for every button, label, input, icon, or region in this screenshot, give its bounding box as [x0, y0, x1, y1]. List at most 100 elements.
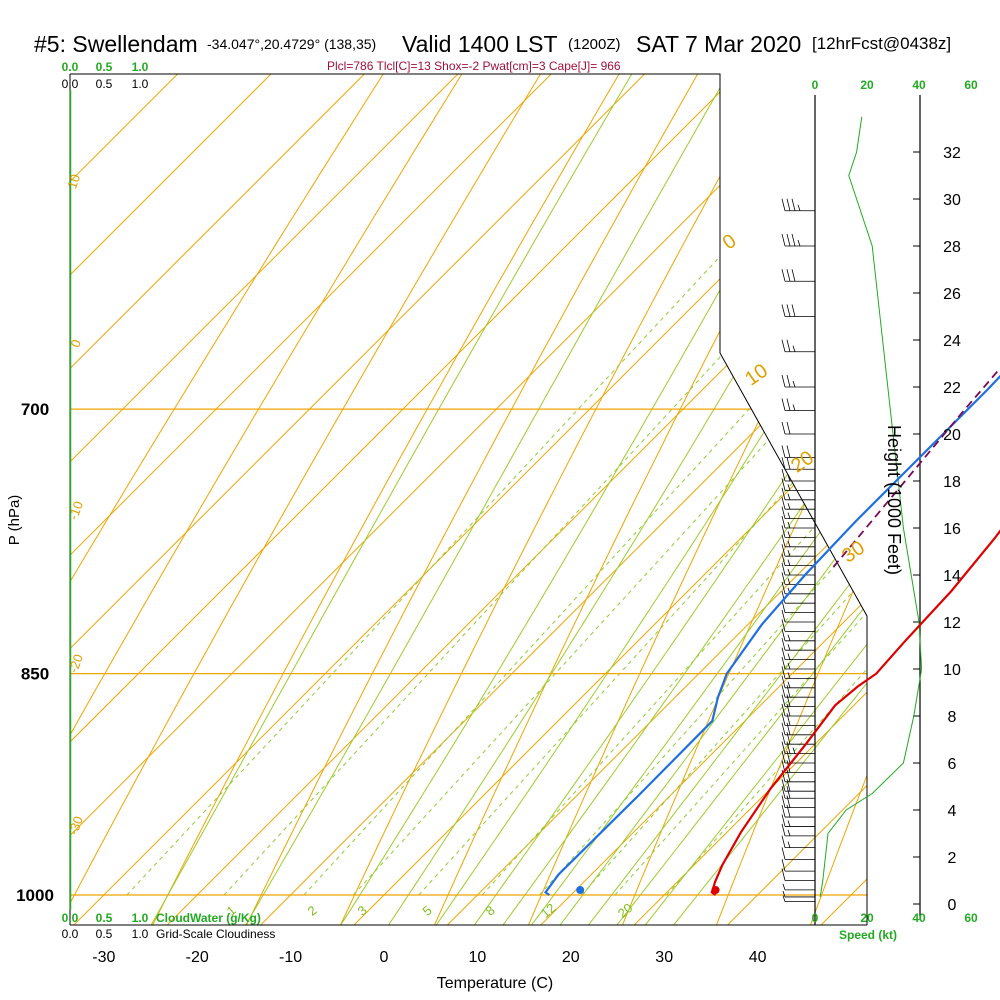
- wind-barb: [781, 497, 815, 510]
- cloudiness-tick-top: 0.5: [96, 77, 113, 91]
- isotherm: [70, 74, 867, 925]
- dry-adiabat-label: -30: [66, 814, 87, 837]
- height-axis-label: Height (1000 Feet): [884, 425, 904, 575]
- cloudwater-label: CloudWater (g/Kg): [156, 911, 261, 925]
- wind-barb: [781, 814, 815, 827]
- wind-barb-flag: [781, 656, 786, 670]
- wind-barb-flag: [781, 269, 786, 282]
- dry-adiabat: [70, 74, 867, 925]
- moist-adiabat: [447, 74, 867, 925]
- wind-barb: [781, 647, 815, 660]
- wind-barb: [781, 553, 815, 566]
- moist-adiabat: [644, 74, 867, 925]
- moist-adiabat: [588, 74, 867, 925]
- wind-barb-flag: [786, 741, 791, 754]
- wind-barb-flag: [781, 814, 786, 827]
- dry-adiabat: [133, 74, 867, 925]
- wind-barb: [781, 685, 815, 698]
- wind-barb-flag: [781, 497, 786, 510]
- dry-adiabat: [70, 74, 867, 925]
- wind-barb-flag: [781, 804, 786, 818]
- dry-adiabat: [417, 74, 867, 925]
- wind-barb: [781, 198, 815, 212]
- wind-barb: [781, 741, 815, 754]
- height-tick-label: 24: [943, 333, 961, 350]
- dry-adiabat-label: -20: [66, 652, 87, 675]
- height-tick-label: 6: [948, 756, 957, 773]
- wind-barb-flag: [781, 553, 786, 566]
- dry-adiabat: [512, 74, 867, 925]
- wind-barb-half: [787, 559, 791, 566]
- wind-barb-flag: [781, 741, 786, 754]
- wind-barb: [781, 859, 815, 872]
- wind-barb-flag: [786, 445, 791, 458]
- isotherm: [223, 74, 867, 925]
- wind-barb-flag: [781, 722, 786, 735]
- wind-barb: [781, 722, 815, 736]
- wind-barb-flag: [781, 835, 786, 848]
- isotherm: [70, 74, 867, 925]
- dry-adiabat-label: 20: [787, 447, 818, 478]
- isotherm: [70, 74, 867, 925]
- wind-barb: [781, 478, 815, 491]
- wind-barb-flag: [781, 713, 786, 726]
- wind-barb-flag: [786, 786, 791, 799]
- wind-barb-flag: [781, 534, 786, 547]
- wind-barb-flag: [786, 685, 791, 698]
- height-tick-label: 2: [948, 850, 957, 867]
- wind-barb-flag: [786, 769, 791, 782]
- wind-barb-half: [787, 503, 791, 510]
- p-tick-label: 850: [21, 665, 49, 684]
- temperature-line: [710, 529, 1000, 896]
- wind-barb-flag: [781, 779, 786, 792]
- x-tick-label: 0: [380, 949, 389, 966]
- wind-barb-flag: [791, 233, 796, 247]
- wind-barb: [781, 713, 815, 726]
- plot-border: [70, 73, 868, 925]
- wind-barb-flag: [781, 198, 786, 211]
- wind-barb-flag: [781, 457, 786, 470]
- x-tick-label: -20: [186, 949, 209, 966]
- wind-barb-flag: [781, 685, 786, 698]
- stability-indices: Plcl=786 Tlcl[C]=13 Shox=-2 Pwat[cm]=3 C…: [327, 59, 621, 73]
- wind-barb-flag: [781, 544, 786, 557]
- wind-barb: [782, 883, 815, 891]
- height-tick-label: 20: [943, 427, 961, 444]
- wind-barb-half: [792, 404, 796, 411]
- wind-barb: [781, 703, 815, 717]
- wind-barb-half: [787, 474, 791, 482]
- wind-barb: [781, 534, 815, 548]
- y-axis-label: P (hPa): [6, 495, 23, 546]
- isotherm: [317, 74, 867, 925]
- x-tick-label: -10: [279, 949, 302, 966]
- wind-barb: [781, 374, 815, 388]
- mixing-ratio-line: [352, 74, 867, 896]
- wind-barb: [781, 515, 815, 529]
- wind-barb-flag: [781, 581, 786, 594]
- wind-barb-half: [787, 550, 791, 557]
- x-tick-label: 40: [749, 949, 767, 966]
- wind-barb-half: [787, 493, 791, 500]
- speed-tick-bottom: 60: [964, 911, 978, 925]
- x-tick-label: 20: [562, 949, 580, 966]
- dry-adiabat: [987, 0, 1000, 962]
- wind-barb: [781, 544, 815, 557]
- wind-barb-flag: [781, 703, 786, 717]
- height-tick-label: 32: [943, 145, 961, 162]
- dry-adiabat: [701, 74, 867, 925]
- height-tick-label: 30: [943, 192, 961, 209]
- wind-barb-flag: [786, 398, 791, 411]
- height-tick-label: 10: [943, 662, 961, 679]
- speed-tick-top: 40: [912, 78, 926, 92]
- wind-barb: [781, 398, 815, 411]
- clipped-lines: [70, 0, 1000, 962]
- wind-barb-half: [787, 634, 791, 641]
- wind-barb: [782, 895, 815, 903]
- cloudwater-tick-bottom: 0.0: [62, 911, 79, 925]
- x-tick-label: 30: [655, 949, 673, 966]
- moist-adiabat: [130, 74, 867, 925]
- moist-adiabat: [532, 74, 867, 925]
- wind-barb-flag: [791, 269, 796, 282]
- wind-barb-half: [787, 512, 791, 519]
- wind-barb: [781, 233, 815, 247]
